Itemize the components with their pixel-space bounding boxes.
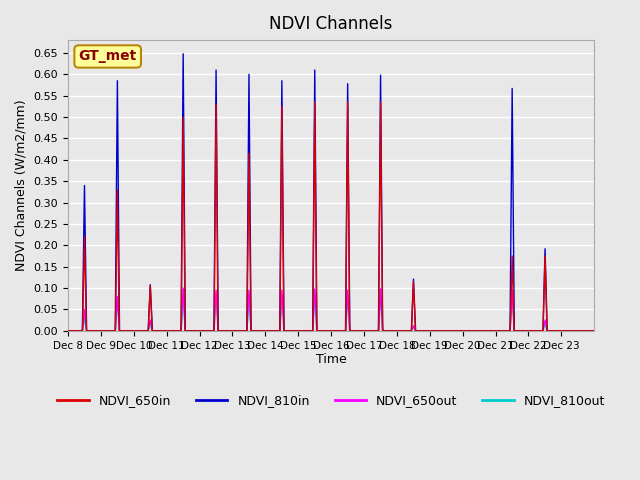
Text: GT_met: GT_met [79,49,137,63]
X-axis label: Time: Time [316,353,346,366]
Title: NDVI Channels: NDVI Channels [269,15,393,33]
Legend: NDVI_650in, NDVI_810in, NDVI_650out, NDVI_810out: NDVI_650in, NDVI_810in, NDVI_650out, NDV… [52,389,610,412]
Y-axis label: NDVI Channels (W/m2/mm): NDVI Channels (W/m2/mm) [15,100,28,271]
